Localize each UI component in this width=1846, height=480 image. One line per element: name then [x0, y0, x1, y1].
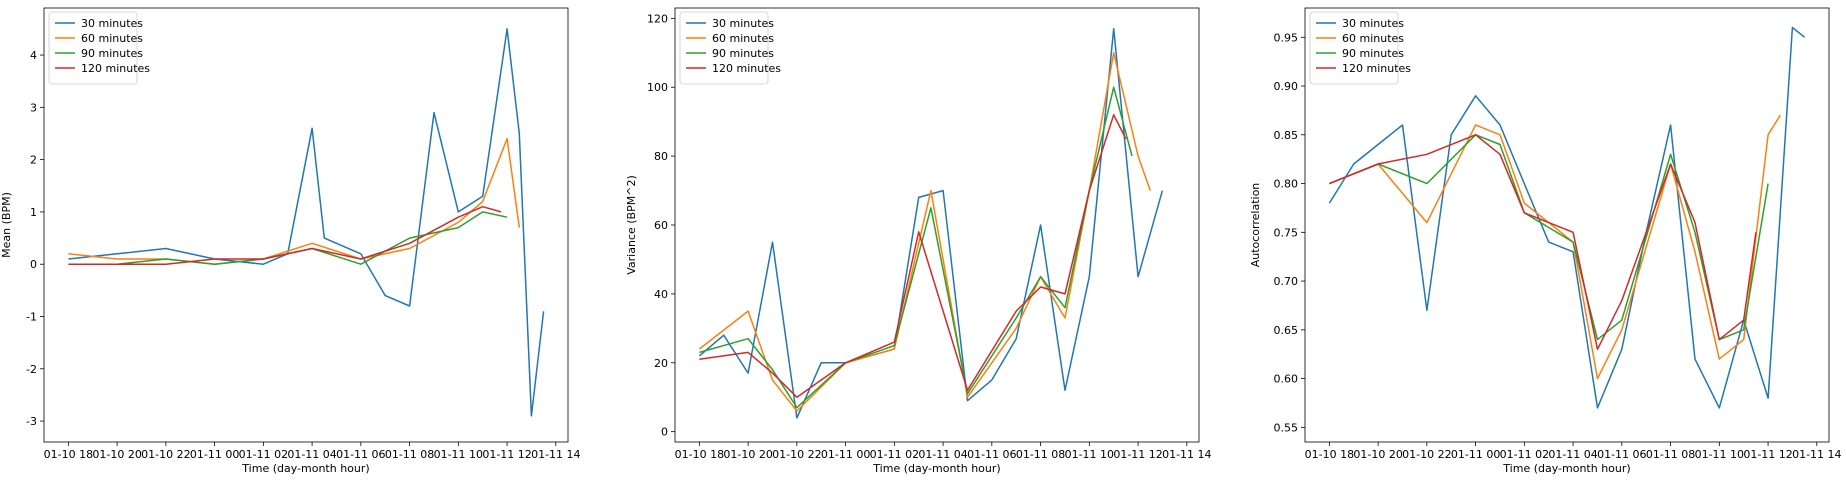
y-axis-label: Mean (BPM) [0, 192, 13, 258]
legend-label: 90 minutes [712, 47, 774, 60]
y-tick-label: 0.55 [1274, 421, 1299, 434]
x-axis-label: Time (day-month hour) [872, 462, 1000, 475]
series-line-3 [68, 211, 508, 265]
y-axis-label: Autocorrelation [1249, 183, 1262, 268]
x-tick-label: 01-11 10 [1065, 448, 1114, 461]
x-tick-label: 01-11 12 [1743, 448, 1792, 461]
x-tick-label: 01-11 00 [1451, 448, 1500, 461]
series-line-4 [1329, 134, 1757, 351]
y-tick-label: 100 [647, 81, 668, 94]
y-tick-label: 0 [30, 258, 37, 271]
legend-label: 90 minutes [81, 47, 143, 60]
series-line-4 [68, 205, 502, 265]
y-tick-label: 0.75 [1274, 226, 1299, 239]
y-tick-label: 20 [654, 357, 668, 370]
series-line-2 [698, 52, 1152, 412]
x-tick-label: 01-11 08 [385, 448, 434, 461]
legend-label: 90 minutes [1342, 47, 1404, 60]
x-tick-label: 01-11 04 [918, 448, 967, 461]
legend-label: 120 minutes [81, 62, 150, 75]
y-tick-label: 0.70 [1274, 275, 1299, 288]
x-tick-label: 01-11 14 [531, 448, 580, 461]
y-tick-label: -1 [26, 311, 37, 324]
y-tick-label: 60 [654, 219, 668, 232]
x-tick-label: 01-11 10 [1695, 448, 1744, 461]
x-tick-label: 01-11 06 [967, 448, 1016, 461]
y-tick-label: 0.90 [1274, 80, 1299, 93]
x-tick-label: 01-11 02 [870, 448, 919, 461]
series-line-1 [1328, 26, 1806, 409]
legend-box [679, 11, 769, 85]
x-tick-label: 01-11 06 [336, 448, 385, 461]
x-tick-label: 01-10 20 [723, 448, 772, 461]
x-tick-label: 01-11 00 [190, 448, 239, 461]
x-tick-label: 01-10 22 [141, 448, 190, 461]
series-line-4 [699, 114, 1127, 398]
series-line-2 [68, 137, 521, 265]
series-line-3 [1329, 134, 1769, 341]
x-tick-label: 01-11 04 [287, 448, 336, 461]
x-tick-label: 01-11 12 [1113, 448, 1162, 461]
x-axis-label: Time (day-month hour) [241, 462, 369, 475]
y-tick-label: 3 [30, 101, 37, 114]
series-line-1 [698, 27, 1164, 419]
legend-label: 120 minutes [712, 62, 781, 75]
y-tick-label: 4 [30, 49, 37, 62]
x-tick-label: 01-11 10 [434, 448, 483, 461]
x-tick-label: 01-10 20 [1353, 448, 1402, 461]
y-tick-label: 0.65 [1274, 324, 1299, 337]
y-tick-label: 2 [30, 154, 37, 167]
y-axis-label: Variance (BPM^2) [625, 175, 638, 274]
series-line-1 [68, 28, 545, 417]
legend-box [1309, 11, 1399, 85]
legend-label: 60 minutes [1342, 32, 1404, 45]
x-tick-label: 01-11 14 [1162, 448, 1211, 461]
x-tick-label: 01-11 08 [1016, 448, 1065, 461]
x-tick-label: 01-10 18 [675, 448, 724, 461]
series-line-2 [1329, 114, 1781, 380]
y-tick-label: -3 [26, 415, 37, 428]
legend-label: 120 minutes [1342, 62, 1411, 75]
y-tick-label: 40 [654, 288, 668, 301]
x-tick-label: 01-10 18 [44, 448, 93, 461]
x-axis-label: Time (day-month hour) [1502, 462, 1630, 475]
x-tick-label: 01-10 20 [92, 448, 141, 461]
x-tick-label: 01-11 02 [1500, 448, 1549, 461]
x-tick-label: 01-11 06 [1597, 448, 1646, 461]
legend-label: 30 minutes [1342, 17, 1404, 30]
x-tick-label: 01-11 04 [1548, 448, 1597, 461]
x-tick-label: 01-11 14 [1792, 448, 1841, 461]
y-tick-label: 0.80 [1274, 178, 1299, 191]
x-tick-label: 01-11 02 [239, 448, 288, 461]
y-tick-label: 80 [654, 150, 668, 163]
legend-label: 60 minutes [712, 32, 774, 45]
legend: 30 minutes 60 minutes 90 minutes 120 minute… [1309, 11, 1411, 85]
axes-frame [1304, 7, 1830, 443]
y-tick-label: 0.95 [1274, 31, 1299, 44]
x-tick-label: 01-11 12 [482, 448, 531, 461]
x-tick-label: 01-11 08 [1646, 448, 1695, 461]
axes-frame [43, 7, 569, 443]
y-tick-label: 0 [661, 426, 668, 439]
chart-3: 0.55 0.60 0.65 0.70 0.75 0.80 0.85 0.90 0.95 01-1… [1249, 7, 1842, 475]
y-tick-label: 0.60 [1274, 373, 1299, 386]
legend-box [48, 11, 138, 85]
legend: 30 minutes 60 minutes 90 minutes 120 minute… [48, 11, 150, 85]
legend-label: 30 minutes [81, 17, 143, 30]
legend-label: 60 minutes [81, 32, 143, 45]
x-tick-label: 01-10 22 [772, 448, 821, 461]
legend-label: 30 minutes [712, 17, 774, 30]
legend: 30 minutes 60 minutes 90 minutes 120 minute… [679, 11, 781, 85]
y-tick-label: -2 [26, 363, 37, 376]
y-tick-label: 1 [30, 206, 37, 219]
x-tick-label: 01-10 18 [1305, 448, 1354, 461]
x-tick-label: 01-11 00 [821, 448, 870, 461]
x-tick-label: 01-10 22 [1402, 448, 1451, 461]
y-tick-label: 120 [647, 12, 668, 25]
y-tick-label: 0.85 [1274, 129, 1299, 142]
